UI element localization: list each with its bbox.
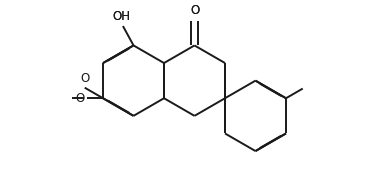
Text: O: O <box>81 72 90 85</box>
Text: O: O <box>190 3 199 16</box>
Text: O: O <box>190 3 199 16</box>
Text: OH: OH <box>112 10 130 23</box>
Text: OH: OH <box>112 10 130 23</box>
Text: O: O <box>75 92 84 105</box>
